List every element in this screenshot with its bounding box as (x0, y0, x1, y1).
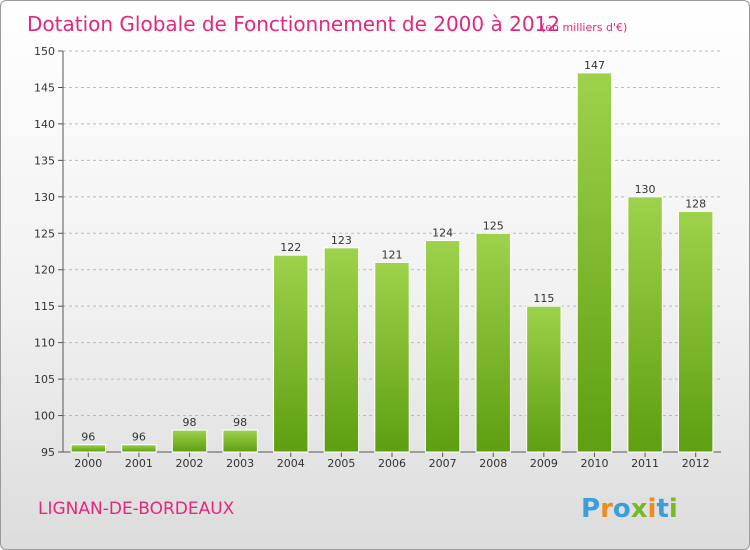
logo-letter: t (656, 494, 668, 524)
y-tick-label: 105 (34, 373, 55, 386)
bars (70, 72, 714, 453)
x-tick-label: 2000 (74, 457, 102, 470)
bar-value-label: 96 (81, 431, 95, 444)
y-tick-label: 130 (34, 191, 55, 204)
y-tick-label: 145 (34, 81, 55, 94)
bar-value-label: 130 (635, 183, 656, 196)
bar-2011 (627, 196, 663, 453)
bar-2003 (222, 429, 258, 453)
y-tick-label: 120 (34, 264, 55, 277)
y-tick-label: 110 (34, 337, 55, 350)
x-tick-label: 2003 (226, 457, 254, 470)
y-tick-label: 150 (34, 45, 55, 58)
x-tick-label: 2010 (580, 457, 608, 470)
commune-name: LIGNAN-DE-BORDEAUX (38, 499, 235, 519)
chart-subtitle: (en milliers d'€) (541, 21, 627, 34)
bar-2007 (424, 240, 461, 453)
bar-value-label: 125 (483, 219, 504, 232)
bar-value-label: 115 (533, 292, 554, 305)
bar-value-label: 121 (382, 248, 403, 261)
bar-2000 (70, 444, 107, 453)
bar-2009 (526, 305, 562, 453)
bar-value-label: 147 (584, 59, 605, 72)
x-tick-label: 2001 (125, 457, 153, 470)
logo-letter: o (613, 494, 631, 524)
x-tick-label: 2005 (327, 457, 355, 470)
bar-2002 (171, 429, 208, 453)
logo-letter: P (581, 494, 600, 524)
bar-value-label: 122 (280, 241, 301, 254)
x-tick-label: 2008 (479, 457, 507, 470)
bar-2006 (374, 261, 410, 453)
logo-letter: i (669, 494, 678, 524)
x-tick-label: 2011 (631, 457, 659, 470)
x-tick-label: 2002 (176, 457, 204, 470)
x-tick-label: 2009 (530, 457, 558, 470)
bar-2004 (273, 254, 309, 453)
bar-value-label: 124 (432, 227, 453, 240)
y-tick-label: 95 (41, 446, 55, 459)
bar-2001 (121, 444, 157, 453)
bar-value-label: 98 (183, 416, 197, 429)
y-tick-label: 125 (34, 227, 55, 240)
bar-value-label: 123 (331, 234, 352, 247)
y-tick-label: 135 (34, 154, 55, 167)
x-tick-label: 2007 (429, 457, 457, 470)
x-tick-label: 2012 (682, 457, 710, 470)
bar-labels: 96 96 98 98 122 123 121 124 125 115 147 130 128 (81, 59, 706, 444)
x-tick-label: 2006 (378, 457, 406, 470)
bar-2005 (323, 247, 360, 453)
y-tick-label: 100 (34, 410, 55, 423)
bar-2012 (677, 210, 714, 453)
logo-letter: r (600, 494, 613, 524)
y-tick-label: 115 (34, 300, 55, 313)
bar-2010 (576, 72, 613, 453)
bar-value-label: 96 (132, 431, 146, 444)
y-tick-label: 140 (34, 118, 55, 131)
bar-value-label: 128 (685, 197, 706, 210)
logo-letter: i (648, 494, 657, 524)
bar-2008 (475, 232, 511, 453)
proxiti-logo: Proxiti (581, 494, 678, 524)
chart-title: Dotation Globale de Fonctionnement de 20… (27, 12, 560, 36)
bar-value-label: 98 (233, 416, 247, 429)
x-tick-label: 2004 (277, 457, 305, 470)
logo-letter: x (631, 494, 648, 524)
